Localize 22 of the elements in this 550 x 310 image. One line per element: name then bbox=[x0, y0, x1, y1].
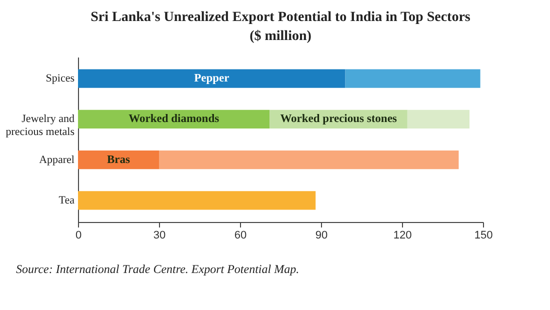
x-tick-label: 90 bbox=[315, 230, 328, 242]
source-note: Source: International Trade Centre. Export Potential Map. bbox=[16, 262, 300, 277]
x-tick-label: 120 bbox=[393, 230, 412, 242]
x-tick-label: 0 bbox=[75, 230, 82, 242]
bar bbox=[407, 110, 470, 129]
x-tick-label: 30 bbox=[153, 230, 166, 242]
bar bbox=[78, 69, 346, 88]
bar bbox=[345, 69, 480, 88]
bar bbox=[159, 150, 459, 170]
x-tick-label: 150 bbox=[474, 230, 493, 242]
x-tick-label: 60 bbox=[234, 230, 247, 242]
data-label: Worked precious stones bbox=[280, 113, 398, 126]
y-tick-label: Spices bbox=[46, 72, 74, 85]
bar bbox=[78, 191, 316, 210]
y-tick-label: Tea bbox=[58, 194, 75, 206]
data-label: Pepper bbox=[194, 72, 230, 85]
data-label: Worked diamonds bbox=[128, 113, 220, 126]
bar bbox=[78, 150, 159, 170]
y-tick-label: Jewelry and precious metals bbox=[6, 113, 75, 138]
y-tick-label: Apparel bbox=[39, 154, 74, 166]
chart-title: Sri Lanka's Unrealized Export Potential to India in Top Sectors ($ million) bbox=[90, 10, 471, 44]
data-label: Bras bbox=[107, 154, 131, 166]
